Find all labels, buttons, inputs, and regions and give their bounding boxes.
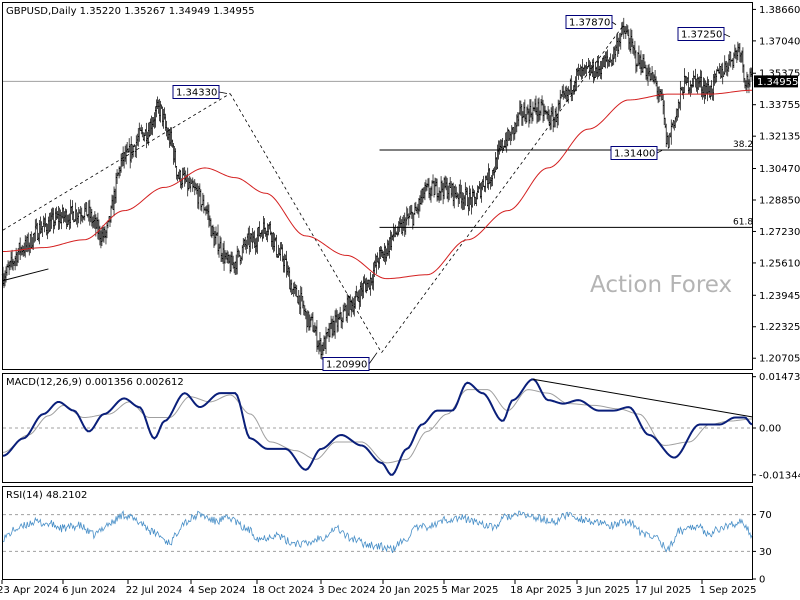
price-ytick-label: 1.33755 (759, 100, 800, 111)
price-ytick-label: 1.35375 (759, 69, 800, 80)
rsi-ytick-label: 0 (759, 575, 765, 586)
watermark: Action Forex (590, 272, 732, 298)
price-ytick-label: 1.22325 (759, 322, 800, 333)
x-tick-label: 20 Jan 2025 (379, 585, 439, 596)
macd-title: MACD(12,26,9) 0.001356 0.002612 (6, 377, 184, 388)
price-ytick-label: 1.20705 (759, 354, 800, 365)
ohlc-bars (1, 17, 754, 360)
x-tick-label: 22 Jul 2024 (126, 585, 183, 596)
price-ytick-label: 1.32135 (759, 132, 800, 143)
annotation-box (610, 146, 658, 160)
annotation-leader (723, 33, 731, 38)
rsi-panel: 70 30 0 (2, 510, 772, 586)
annotation-box (565, 15, 613, 29)
x-tick-label: 18 Oct 2024 (252, 585, 314, 596)
price-ytick-label: 1.23945 (759, 291, 800, 302)
x-tick-label: 17 Jul 2025 (635, 585, 692, 596)
current-price-tag: 1.34955 (757, 77, 798, 88)
x-tick-label: 6 Jun 2024 (62, 585, 116, 596)
annotation-label: 1.37870 (569, 18, 610, 29)
macd-ytick-label: 0.00 (759, 424, 781, 435)
price-title: GBPUSD,Daily 1.35220 1.35267 1.34949 1.3… (6, 6, 255, 17)
annotation-leader (218, 91, 228, 94)
price-ytick-label: 1.30470 (759, 164, 800, 175)
price-panel: 1.38660 1.37040 1.35375 1.33755 1.32135 1.304… (1, 5, 800, 371)
x-tick-label: 4 Sep 2024 (188, 585, 245, 596)
annotation-box (677, 27, 725, 41)
dashed-trendline (229, 93, 382, 353)
rsi-title: RSI(14) 48.2102 (6, 490, 87, 501)
rsi-panel-frame (2, 486, 753, 580)
price-ytick-label: 1.27230 (759, 227, 800, 238)
fib-level-label: 38.2 (733, 140, 753, 150)
price-ytick-label: 1.25610 (759, 258, 800, 269)
x-axis: 23 Apr 2024 6 Jun 2024 22 Jul 2024 4 Sep 20… (0, 580, 757, 596)
trendline-segment (2, 268, 49, 282)
price-ytick-label: 1.37040 (759, 36, 800, 47)
x-tick-label: 3 Jun 2025 (576, 585, 630, 596)
annotation-box (322, 357, 370, 371)
fib-level-label: 61.8 (733, 217, 753, 227)
annotation-leader (656, 150, 663, 154)
price-panel-frame (2, 2, 753, 370)
x-tick-label: 5 Mar 2025 (441, 585, 498, 596)
x-tick-label: 23 Apr 2024 (0, 585, 59, 596)
price-ytick-label: 1.28850 (759, 195, 800, 206)
dashed-trendline (381, 24, 625, 353)
dashed-trendline (2, 93, 231, 231)
macd-panel: 0.014734 0.00 -0.013442 (2, 372, 800, 481)
macd-main-line (2, 378, 753, 476)
rsi-ytick-label: 70 (759, 510, 772, 521)
ohlc-bar (531, 101, 535, 122)
annotation-label: 1.20990 (326, 360, 367, 371)
annotation-box (172, 85, 220, 99)
x-tick-label: 18 Apr 2025 (510, 585, 572, 596)
current-price-tag-bg (754, 75, 798, 88)
macd-trendline (532, 378, 753, 418)
ohlc-bar (750, 68, 754, 81)
annotation-leader (611, 21, 617, 26)
annotation-label: 1.34330 (176, 88, 217, 99)
annotation-label: 1.37250 (681, 30, 722, 41)
annotation-label: 1.31400 (614, 149, 655, 160)
annotation-leader (368, 352, 378, 365)
macd-ytick-label: 0.014734 (759, 372, 800, 383)
x-tick-label: 3 Dec 2024 (318, 585, 376, 596)
macd-ytick-label: -0.013442 (759, 470, 800, 481)
moving-average-line (2, 89, 753, 280)
price-ytick-label: 1.38660 (759, 5, 800, 16)
x-tick-label: 1 Sep 2025 (699, 585, 756, 596)
rsi-ytick-label: 30 (759, 547, 772, 558)
rsi-line (2, 510, 753, 554)
ohlc-bar (275, 234, 278, 258)
macd-signal-line (2, 389, 753, 464)
